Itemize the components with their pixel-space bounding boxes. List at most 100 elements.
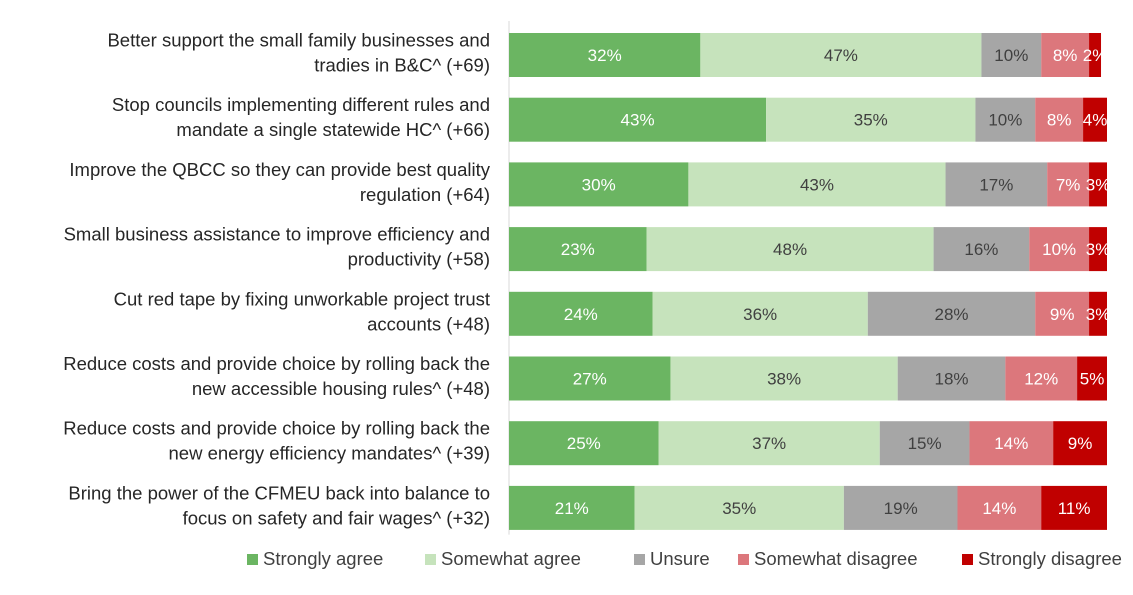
category-label-line: accounts (+48): [367, 313, 490, 334]
bar-segment-somewhat-disagree: [1005, 356, 1078, 401]
bar-segment-strongly-disagree: [1089, 162, 1107, 207]
category-label-line: Small business assistance to improve eff…: [64, 224, 490, 245]
bar-segment-strongly-disagree: [1077, 356, 1107, 401]
bar-segment-strongly-agree: [509, 291, 653, 336]
data-label: 30%: [582, 175, 616, 194]
bar-segment-unsure: [867, 291, 1036, 336]
data-label: 4%: [1083, 111, 1108, 130]
category-label: Small business assistance to improve eff…: [64, 224, 490, 270]
data-label: 48%: [773, 240, 807, 259]
bar-segment-somewhat-disagree: [957, 485, 1042, 530]
data-label: 43%: [800, 175, 834, 194]
category-label: Bring the power of the CFMEU back into b…: [68, 482, 490, 528]
category-label-line: new energy efficiency mandates^ (+39): [169, 443, 490, 464]
category-label-line: productivity (+58): [348, 249, 490, 270]
data-label: 18%: [935, 370, 969, 389]
data-label: 21%: [555, 499, 589, 518]
category-label: Better support the small family business…: [107, 30, 490, 76]
data-label: 47%: [824, 46, 858, 65]
legend-swatch-strongly-disagree: [962, 554, 973, 565]
data-label: 25%: [567, 434, 601, 453]
bar-segment-unsure: [897, 356, 1006, 401]
bar-segment-somewhat-disagree: [1029, 227, 1090, 272]
data-label: 8%: [1047, 111, 1072, 130]
data-label: 12%: [1024, 370, 1058, 389]
bar-segment-unsure: [933, 227, 1030, 272]
data-label: 23%: [561, 240, 595, 259]
bar-segment-unsure: [975, 97, 1036, 142]
category-label: Reduce costs and provide choice by rolli…: [63, 418, 490, 464]
category-label-line: Bring the power of the CFMEU back into b…: [68, 482, 490, 503]
bar-segment-somewhat-agree: [766, 97, 976, 142]
data-label: 27%: [573, 370, 607, 389]
bar-segment-strongly-disagree: [1089, 33, 1102, 77]
data-label: 8%: [1053, 46, 1078, 65]
data-label: 11%: [1058, 499, 1091, 518]
legend: Strongly agree Somewhat agree Unsure Somewh…: [247, 548, 1122, 569]
data-label: 36%: [743, 305, 777, 324]
data-label: 37%: [752, 434, 786, 453]
legend-label: Somewhat agree: [441, 548, 581, 569]
bar-segment-unsure: [981, 33, 1042, 77]
data-label: 3%: [1086, 305, 1111, 324]
data-label: 5%: [1080, 370, 1105, 389]
bar-segment-strongly-agree: [509, 421, 659, 466]
bar-segment-somewhat-disagree: [1041, 33, 1090, 77]
bar-segment-strongly-agree: [509, 356, 671, 401]
data-label: 14%: [982, 499, 1016, 518]
bar-segment-somewhat-agree: [646, 227, 934, 272]
data-label: 10%: [994, 46, 1028, 65]
bar-segment-strongly-disagree: [1083, 97, 1107, 142]
category-label-line: Cut red tape by fixing unworkable projec…: [114, 288, 490, 309]
data-label: 9%: [1050, 305, 1075, 324]
data-label: 3%: [1086, 175, 1111, 194]
bar-segment-strongly-agree: [509, 97, 767, 142]
legend-label: Strongly disagree: [978, 548, 1122, 569]
bar-segment-strongly-agree: [509, 162, 689, 207]
category-label-line: Reduce costs and provide choice by rolli…: [63, 418, 490, 439]
data-label: 24%: [564, 305, 598, 324]
data-label: 17%: [979, 175, 1013, 194]
legend-label: Unsure: [650, 548, 710, 569]
bar-segment-strongly-disagree: [1041, 485, 1107, 530]
bar-segment-strongly-agree: [509, 485, 635, 530]
legend-swatch-somewhat-disagree: [738, 554, 749, 565]
category-label: Improve the QBCC so they can provide bes…: [69, 159, 490, 205]
data-label: 32%: [588, 46, 622, 65]
legend-swatch-somewhat-agree: [425, 554, 436, 565]
data-label: 14%: [994, 434, 1028, 453]
bar-segment-somewhat-agree: [688, 162, 946, 207]
data-label: 9%: [1068, 434, 1093, 453]
data-label: 10%: [988, 111, 1022, 130]
bar-segment-somewhat-agree: [652, 291, 868, 336]
data-label: 35%: [854, 111, 888, 130]
legend-swatch-strongly-agree: [247, 554, 258, 565]
data-label: 28%: [935, 305, 969, 324]
category-label-line: new accessible housing rules^ (+48): [192, 378, 490, 399]
bar-segment-unsure: [843, 485, 958, 530]
category-label: Stop councils implementing different rul…: [112, 94, 490, 140]
bar-segment-somewhat-disagree: [1047, 162, 1090, 207]
bars: 32% 47% 10% 8% 2% 43% 35% 10% 8% 4% 30% 43% 17% 7% 3% 2…: [509, 33, 1110, 530]
bar-segment-somewhat-disagree: [1035, 291, 1090, 336]
category-label-line: Stop councils implementing different rul…: [112, 94, 490, 115]
category-label-line: regulation (+64): [360, 184, 490, 205]
bar-segment-unsure: [945, 162, 1048, 207]
bar-segment-strongly-agree: [509, 227, 647, 272]
bar-segment-strongly-agree: [509, 33, 701, 77]
bar-segment-somewhat-disagree: [969, 421, 1054, 466]
data-label: 10%: [1042, 240, 1076, 259]
category-label-line: Improve the QBCC so they can provide bes…: [69, 159, 490, 180]
bar-segment-unsure: [879, 421, 970, 466]
category-labels: Better support the small family business…: [63, 30, 491, 529]
bar-segment-somewhat-agree: [670, 356, 898, 401]
data-label: 7%: [1056, 175, 1081, 194]
bar-segment-strongly-disagree: [1053, 421, 1107, 466]
bar-segment-somewhat-agree: [658, 421, 880, 466]
bar-segment-somewhat-agree: [700, 33, 982, 77]
category-label-line: tradies in B&C^ (+69): [314, 55, 490, 76]
legend-label: Strongly agree: [263, 548, 383, 569]
category-label: Cut red tape by fixing unworkable projec…: [114, 288, 490, 334]
data-label: 19%: [884, 499, 918, 518]
